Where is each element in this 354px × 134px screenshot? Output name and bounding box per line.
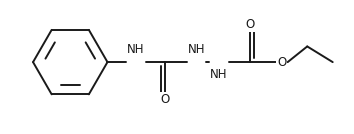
- Text: NH: NH: [210, 68, 228, 81]
- Text: O: O: [277, 56, 286, 69]
- Text: O: O: [161, 93, 170, 106]
- Text: O: O: [246, 18, 255, 31]
- Text: NH: NH: [188, 43, 205, 56]
- Text: NH: NH: [127, 43, 145, 56]
